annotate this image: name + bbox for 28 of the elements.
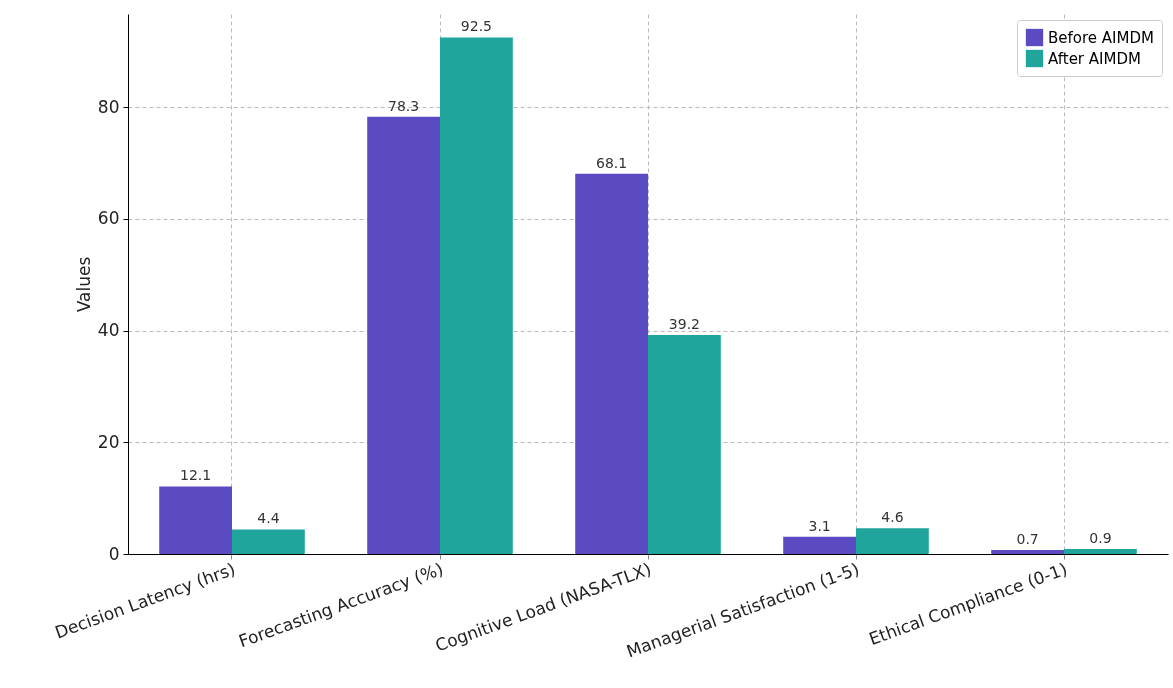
bar <box>648 335 721 554</box>
data-label: 3.1 <box>808 517 831 534</box>
data-label: 78.3 <box>388 97 420 114</box>
bar <box>575 173 648 554</box>
bar <box>856 528 929 554</box>
y-tick-label: 20 <box>97 431 120 452</box>
y-axis-title: Values <box>73 256 94 313</box>
y-tick-label: 80 <box>97 96 120 117</box>
legend-label: Before AIMDM <box>1048 28 1154 47</box>
y-tick-label: 60 <box>97 208 120 229</box>
bar <box>783 536 856 554</box>
y-tick-label: 40 <box>97 320 120 341</box>
bar <box>1064 548 1137 554</box>
data-label: 12.1 <box>180 467 212 484</box>
data-label: 68.1 <box>596 154 628 171</box>
data-label: 0.7 <box>1016 531 1039 548</box>
data-label: 4.4 <box>257 510 280 527</box>
data-label: 4.6 <box>881 509 904 526</box>
y-tick-label: 0 <box>108 543 120 564</box>
bar <box>991 550 1064 554</box>
data-label: 0.9 <box>1089 529 1112 546</box>
bar <box>367 116 440 554</box>
bar <box>440 37 513 554</box>
data-label: 39.2 <box>668 316 700 333</box>
data-label: 92.5 <box>460 18 492 35</box>
bar <box>232 529 305 554</box>
legend-label: After AIMDM <box>1048 49 1141 68</box>
bar <box>159 486 232 554</box>
